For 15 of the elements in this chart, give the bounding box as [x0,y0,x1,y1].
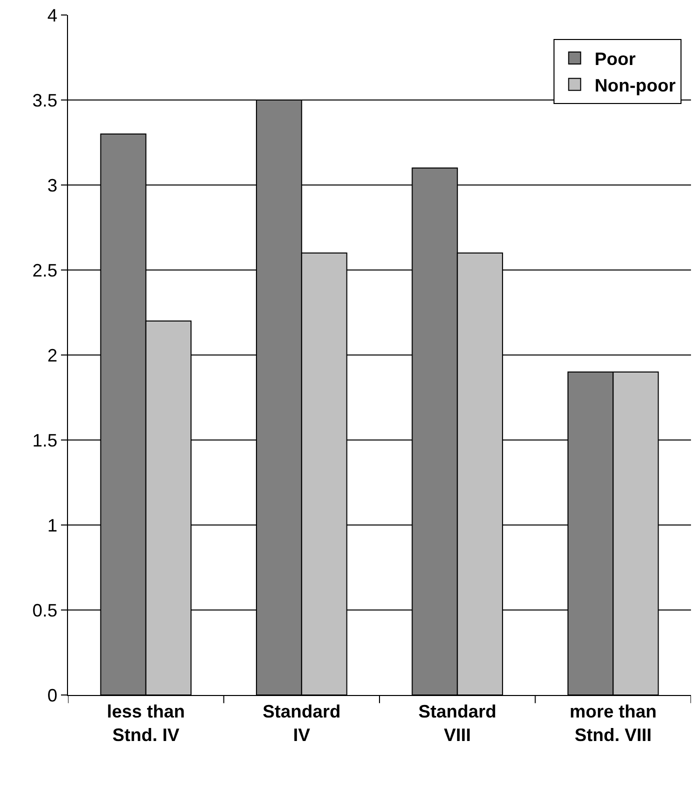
legend-label: Poor [594,49,636,70]
y-tick-label: 2 [47,345,58,366]
y-tick-label: 0.5 [32,600,58,620]
x-tick-label: more than Stnd. VIII [570,702,657,745]
y-tick-label: 0 [47,685,58,706]
x-tick-label: Standard VIII [418,702,496,745]
legend-label: Non-poor [594,75,676,96]
y-tick-label: 1.5 [32,430,58,450]
y-tick-label: 4 [47,5,58,26]
y-tick-label: 2.5 [32,260,58,280]
y-tick-label: 3 [47,175,58,196]
x-tick-label: Standard IV [262,702,341,745]
y-tick-label: 3.5 [32,90,58,110]
x-tick-label: less than Stnd. IV [106,702,185,745]
y-tick-label: 1 [47,515,58,536]
